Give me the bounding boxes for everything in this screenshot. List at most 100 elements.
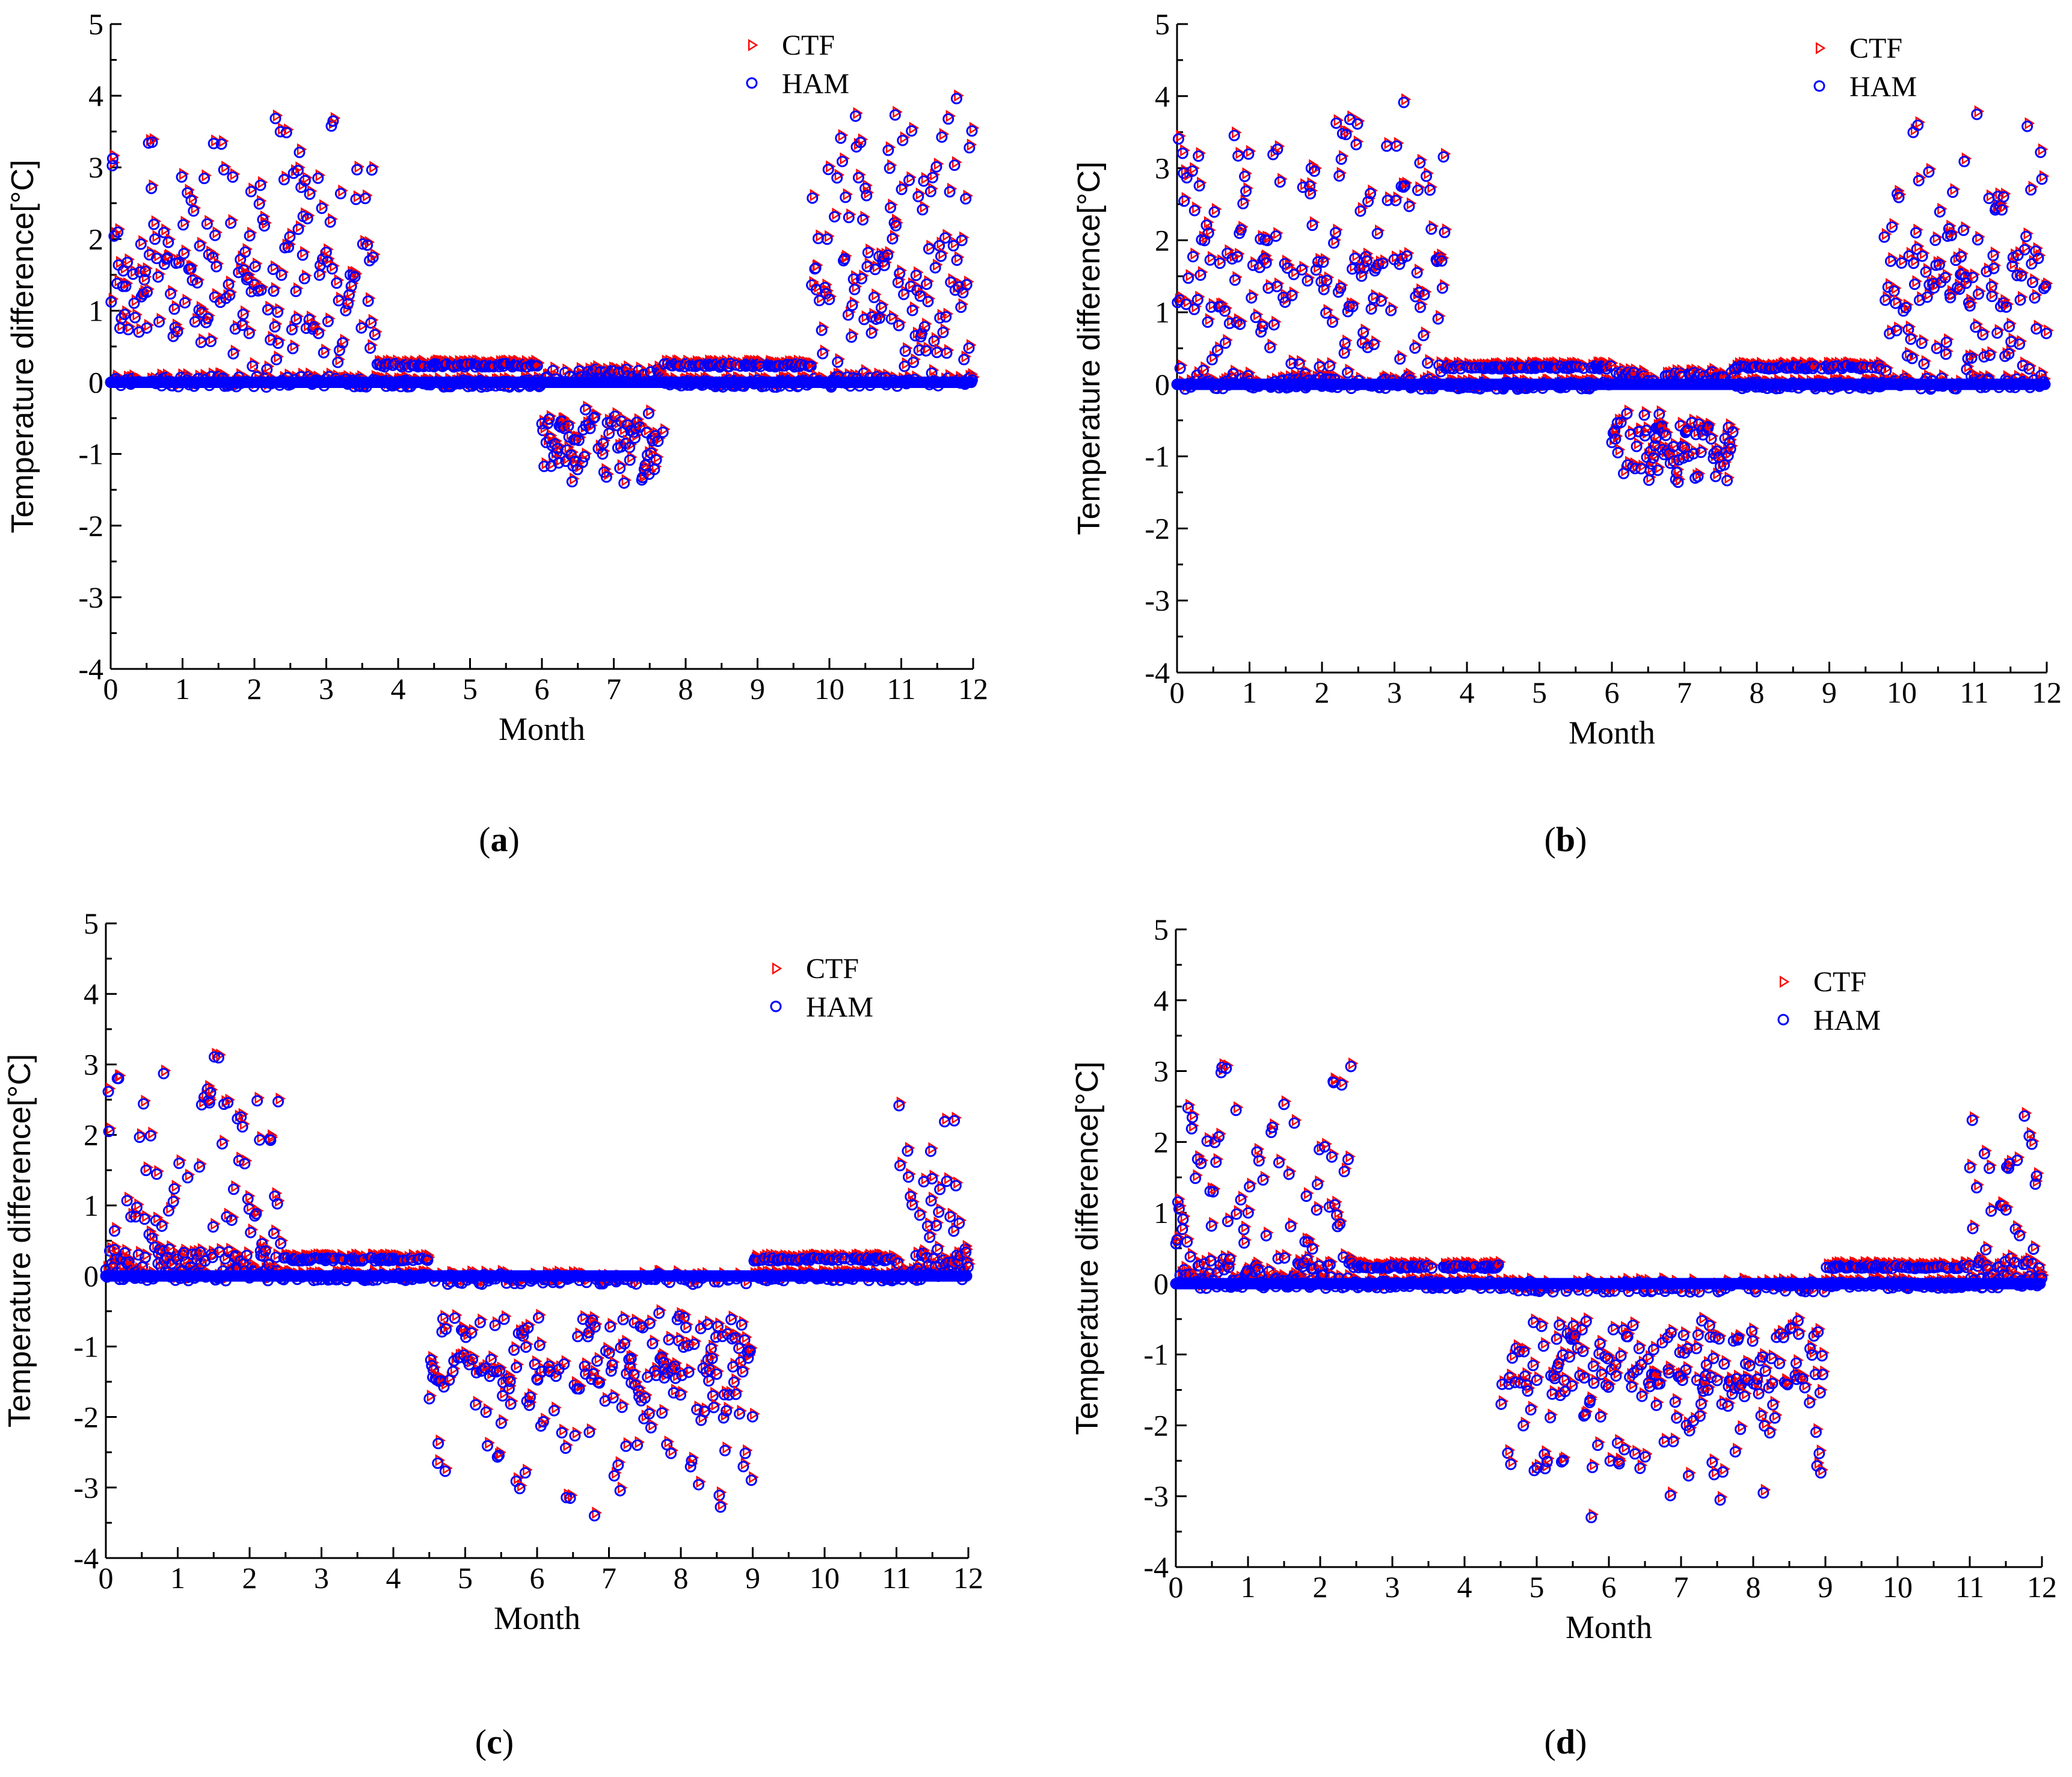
ham-point <box>366 164 378 176</box>
ham-point <box>345 280 357 292</box>
ctf-point <box>290 339 301 352</box>
ctf-point <box>151 215 162 228</box>
y-axis-title: Temperature difference[°C] <box>2 1054 37 1427</box>
legend-ctf-marker <box>1815 42 1826 55</box>
chart-panel-a: 0 1 2 3 4 5 6 7 8 9 10 11 12-4-3-2-1012345MonthTempe… <box>5 7 988 859</box>
ham-point <box>225 217 237 229</box>
ctf-point <box>144 283 155 295</box>
ham-point <box>128 297 140 309</box>
ctf-point <box>143 262 153 275</box>
ctf-point <box>203 313 214 326</box>
x-tick-label: 12 <box>958 672 988 706</box>
y-tick-label: 5 <box>84 907 99 940</box>
ham-point <box>642 407 654 419</box>
ctf-point <box>300 245 310 259</box>
y-tick-label: 1 <box>1155 295 1170 329</box>
y-tick-label: 2 <box>1155 223 1170 257</box>
ctf-point <box>154 249 164 262</box>
ctf-point <box>264 360 275 373</box>
ctf-point <box>271 282 281 295</box>
ham-point <box>286 324 298 336</box>
ham-point <box>168 303 180 315</box>
ctf-point <box>297 143 307 156</box>
x-tick-label: 11 <box>882 1561 911 1595</box>
ctf-point <box>546 410 557 423</box>
ctf-point <box>316 324 326 337</box>
ham-point <box>118 309 131 321</box>
ctf-point <box>370 248 381 261</box>
ctf-point <box>561 417 571 430</box>
ham-point <box>269 321 281 333</box>
x-tick-label: 3 <box>1387 676 1402 709</box>
ctf-point <box>181 244 192 257</box>
ctf-point <box>325 312 336 325</box>
ham-point <box>112 226 124 238</box>
ctf-point <box>126 320 136 333</box>
ham-point <box>227 171 239 183</box>
ham-point <box>135 238 147 250</box>
scatter-series <box>1171 93 2054 488</box>
ham-point <box>284 231 296 243</box>
ctf-point <box>612 407 623 420</box>
ctf-point <box>305 209 315 222</box>
ctf-point <box>353 190 364 203</box>
ham-point <box>657 427 669 439</box>
y-tick-label: -1 <box>73 1329 99 1363</box>
x-axis-title: Month <box>1569 715 1655 751</box>
ctf-point <box>259 280 269 294</box>
ctf-point <box>369 161 380 173</box>
ham-point <box>121 256 134 268</box>
ctf-point <box>188 259 198 273</box>
x-tick-label: 10 <box>1887 676 1917 709</box>
y-tick-label: -2 <box>1145 511 1170 545</box>
ctf-point <box>336 291 346 304</box>
ctf-point <box>600 434 611 447</box>
ham-point <box>290 285 302 297</box>
ham-point <box>351 164 363 176</box>
y-tick-label: 4 <box>84 977 99 1011</box>
ham-point <box>211 260 223 273</box>
ham-point <box>204 336 217 348</box>
ctf-point <box>179 167 189 180</box>
ham-point <box>272 337 284 349</box>
ctf-point <box>295 161 306 174</box>
ctf-point <box>268 330 278 343</box>
ctf-point <box>180 215 191 229</box>
ham-point <box>297 249 309 261</box>
ctf-point <box>147 245 157 258</box>
x-tick-label: 3 <box>314 1561 329 1595</box>
ham-point <box>313 327 325 339</box>
ctf-point <box>197 236 208 250</box>
ctf-point <box>338 184 348 197</box>
ham-point <box>603 428 615 440</box>
y-tick-label: -4 <box>1145 656 1170 689</box>
x-tick-label: 2 <box>247 672 262 706</box>
ctf-point <box>642 460 652 473</box>
x-tick-label: 6 <box>1605 676 1620 709</box>
ctf-point <box>303 171 313 184</box>
x-tick-label: 8 <box>674 1561 689 1595</box>
ham-point <box>189 316 201 328</box>
ctf-point <box>324 243 334 256</box>
ctf-point <box>565 416 576 430</box>
ctf-point <box>108 292 119 306</box>
ctf-point <box>192 312 203 325</box>
ham-point <box>332 356 344 368</box>
ham-point <box>543 413 555 425</box>
x-tick-label: 7 <box>601 1561 616 1595</box>
ctf-point <box>165 233 176 246</box>
ham-point <box>349 271 361 283</box>
y-tick-label: 0 <box>88 366 103 399</box>
ham-point <box>243 327 255 339</box>
ham-point <box>614 462 626 474</box>
ctf-point <box>204 215 215 227</box>
ham-point <box>280 126 292 138</box>
legend-ham-label: HAM <box>1849 71 1917 103</box>
ctf-point <box>325 252 335 265</box>
ctf-point <box>161 223 171 236</box>
ham-point <box>566 476 578 488</box>
ham-point <box>165 288 177 300</box>
ctf-point <box>211 134 221 147</box>
